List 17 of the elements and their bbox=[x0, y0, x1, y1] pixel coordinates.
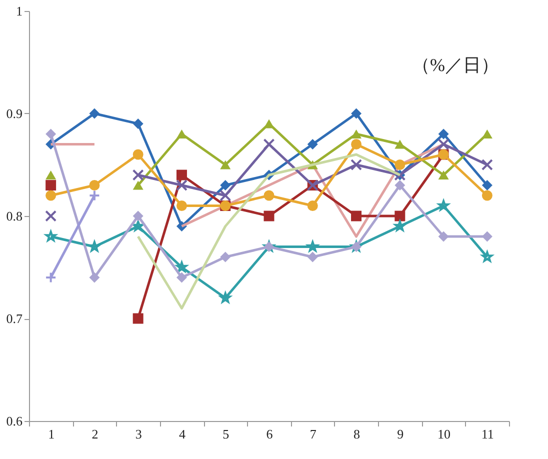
annotation: （%／日） bbox=[412, 55, 499, 75]
y-tick-label: 0.6 bbox=[6, 414, 23, 428]
x-tick-label: 1 bbox=[48, 426, 55, 442]
y-tick-label: 0.8 bbox=[6, 208, 22, 224]
x-tick-label: 6 bbox=[266, 426, 274, 442]
y-tick-label: 0.9 bbox=[6, 106, 22, 121]
y-tick-label: 1 bbox=[16, 4, 22, 18]
x-tick-label: 7 bbox=[310, 426, 317, 442]
x-tick-label: 5 bbox=[222, 426, 230, 442]
x-tick-label: 2 bbox=[92, 426, 98, 442]
x-tick-label: 4 bbox=[178, 426, 186, 442]
x-tick-label: 8 bbox=[354, 426, 360, 442]
x-tick-label: 10 bbox=[438, 426, 451, 442]
x-tick-label: 11 bbox=[481, 426, 494, 442]
x-tick-label: 9 bbox=[397, 426, 404, 442]
y-tick-label: 0.7 bbox=[6, 311, 23, 326]
x-tick-label: 3 bbox=[135, 426, 142, 442]
